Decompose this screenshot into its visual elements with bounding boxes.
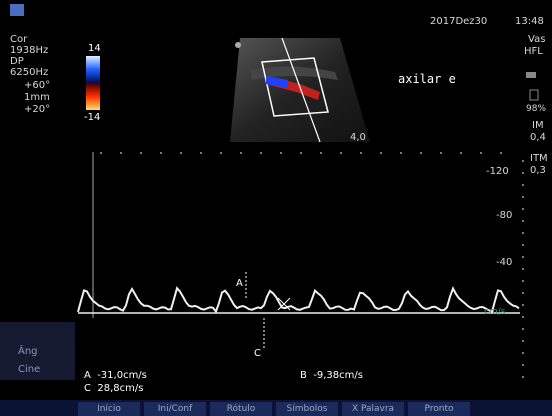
tis-label: ITM: [530, 153, 548, 164]
logo: [10, 4, 24, 16]
time-tick: [100, 152, 102, 154]
color-scale-top: 14: [88, 43, 101, 54]
scale-dot: [522, 184, 524, 186]
scale-dot: [522, 328, 524, 330]
scale-dot: [522, 280, 524, 282]
measurement: B -9,38cm/s: [300, 370, 363, 381]
menu-button[interactable]: Pronto: [408, 402, 470, 416]
time-tick: [180, 152, 182, 154]
time-tick: [340, 152, 342, 154]
scale-dot: [522, 292, 524, 294]
angle: +60°: [24, 80, 50, 91]
menu-button[interactable]: Rótulo: [210, 402, 272, 416]
probe: HFL: [524, 46, 543, 57]
scale-label: -120: [486, 166, 509, 177]
steer: +20°: [24, 104, 50, 115]
time-tick: [400, 152, 402, 154]
prf: 6250Hz: [10, 67, 48, 78]
time-tick: [240, 152, 242, 154]
annotation: axilar e: [398, 74, 456, 85]
scale-label: -40: [496, 257, 512, 268]
scale-dot: [522, 172, 524, 174]
mi-value: 0,4: [530, 132, 546, 143]
control[interactable]: Âng: [18, 346, 38, 357]
scale-dot: [522, 220, 524, 222]
time-tick: [380, 152, 382, 154]
menu-button[interactable]: Início: [78, 402, 140, 416]
color-scale-bottom: -14: [84, 112, 100, 123]
mode: Cor: [10, 34, 27, 45]
mode: DP: [10, 56, 24, 67]
cursor-label: C: [254, 348, 261, 359]
time-tick: [460, 152, 462, 154]
percent: 98%: [526, 104, 546, 115]
scale-dot: [522, 256, 524, 258]
time-tick: [320, 152, 322, 154]
time-tick: [300, 152, 302, 154]
scale-dot: [522, 196, 524, 198]
time: 13:48: [515, 16, 544, 27]
ultrasound-screen: 2017Dez30 13:48 Cor 1938Hz DP 6250Hz +60…: [0, 0, 552, 416]
menu-button[interactable]: Símbolos: [276, 402, 338, 416]
time-tick: [480, 152, 482, 154]
scale-dot: [522, 316, 524, 318]
time-tick: [440, 152, 442, 154]
time-tick: [360, 152, 362, 154]
time-tick: [280, 152, 282, 154]
time-tick: [200, 152, 202, 154]
scale-dot: [522, 304, 524, 306]
preset: Vas: [528, 34, 545, 45]
scale-dot: [522, 244, 524, 246]
menu-button[interactable]: X Palavra: [342, 402, 404, 416]
measurement: A -31,0cm/s: [84, 370, 147, 381]
control[interactable]: Cine: [18, 364, 40, 375]
cursor-label: A: [236, 278, 243, 289]
scale-unit: cm/s: [484, 307, 505, 318]
scale-dot: [522, 376, 524, 378]
time-tick: [140, 152, 142, 154]
depth: 4,0: [350, 132, 366, 143]
menu-button[interactable]: Ini/Conf: [144, 402, 206, 416]
graphics: [0, 0, 552, 416]
scale-dot: [522, 352, 524, 354]
time-tick: [500, 152, 502, 154]
scale-label: -80: [496, 210, 512, 221]
scale-dot: [522, 160, 524, 162]
time-ticks: [100, 152, 524, 378]
time-tick: [260, 152, 262, 154]
tis-value: 0,3: [530, 165, 546, 176]
time-tick: [420, 152, 422, 154]
time-tick: [120, 152, 122, 154]
frequency: 1938Hz: [10, 45, 48, 56]
scale-dot: [522, 208, 524, 210]
scale-dot: [522, 232, 524, 234]
color-bar: [86, 56, 100, 110]
gate: 1mm: [24, 92, 50, 103]
mi-label: IM: [532, 120, 544, 131]
scale-dot: [522, 268, 524, 270]
date: 2017Dez30: [430, 16, 487, 27]
time-tick: [220, 152, 222, 154]
doppler-waveform: [78, 288, 519, 312]
scale-dot: [522, 340, 524, 342]
scale-dot: [522, 364, 524, 366]
measurement: C 28,8cm/s: [84, 383, 143, 394]
time-tick: [160, 152, 162, 154]
